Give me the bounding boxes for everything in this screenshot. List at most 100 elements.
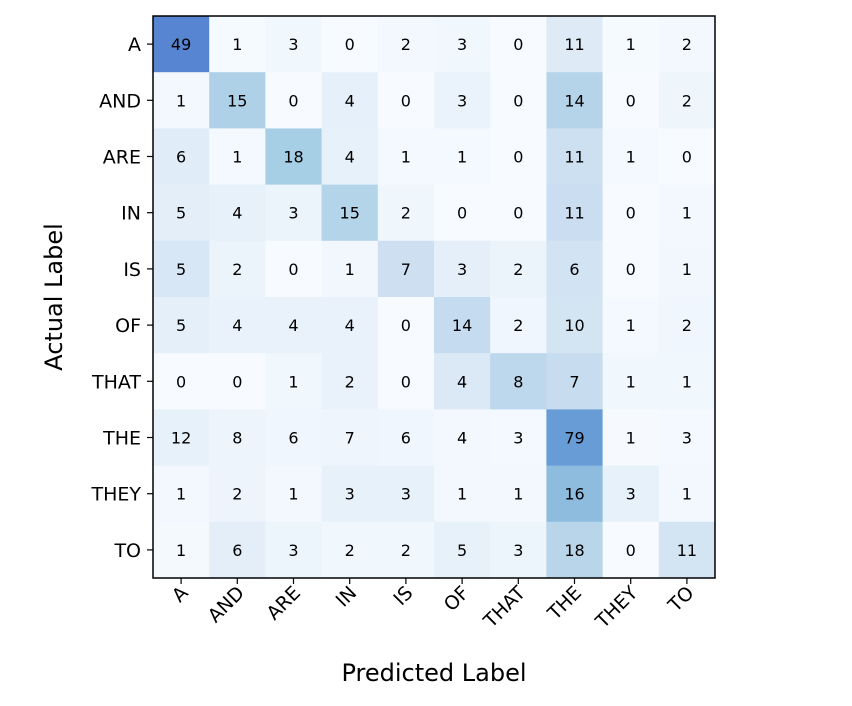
x-tick-label: A: [168, 582, 193, 607]
cell-value-label: 1: [176, 91, 186, 110]
cell-value-label: 2: [232, 260, 242, 279]
cell-value-label: 2: [345, 372, 355, 391]
heatmap-cell: [377, 353, 435, 410]
cell-value-label: 2: [401, 204, 411, 223]
heatmap-cell: [546, 409, 604, 467]
heatmap-cell: [321, 240, 379, 298]
heatmap-cell: [265, 16, 323, 73]
cell-value-label: 7: [401, 260, 411, 279]
heatmap-cell: [490, 72, 547, 129]
heatmap-cell: [658, 521, 716, 579]
heatmap-cell: [658, 297, 716, 354]
cell-value-label: 7: [345, 429, 355, 448]
cell-value-label: 0: [345, 35, 355, 54]
cell-value-label: 3: [288, 204, 298, 223]
cell-value-label: 2: [682, 91, 692, 110]
cell-value-label: 6: [569, 260, 579, 279]
cell-value-label: 11: [564, 148, 584, 167]
y-axis-title: Actual Label: [40, 223, 68, 371]
cell-value-label: 8: [513, 372, 523, 391]
x-tick-label: IN: [332, 582, 362, 612]
cell-value-label: 1: [682, 260, 692, 279]
cell-value-label: 3: [513, 541, 523, 560]
cell-value-label: 6: [288, 429, 298, 448]
cell-value-label: 1: [626, 316, 636, 335]
cell-value-label: 3: [457, 260, 467, 279]
cell-value-label: 1: [176, 485, 186, 504]
cell-value-label: 3: [288, 35, 298, 54]
heatmap-cell: [658, 184, 716, 242]
x-tick-label: AND: [204, 582, 249, 627]
cell-value-label: 0: [401, 372, 411, 391]
heatmap-cell: [153, 240, 210, 298]
heatmap-cell: [546, 465, 604, 523]
cell-value-label: 2: [345, 541, 355, 560]
heatmap-cell: [546, 297, 604, 354]
cell-value-label: 3: [457, 35, 467, 54]
cell-value-label: 3: [288, 541, 298, 560]
heatmap-cell: [602, 72, 660, 129]
heatmap-cell: [490, 465, 547, 523]
heatmap-cell: [153, 353, 210, 410]
cell-value-label: 3: [682, 429, 692, 448]
cell-value-label: 14: [452, 316, 472, 335]
cell-value-label: 14: [564, 91, 584, 110]
heatmap-cell: [265, 240, 323, 298]
cell-value-label: 49: [171, 35, 191, 54]
cell-value-label: 11: [677, 541, 697, 560]
heatmap-cell: [602, 128, 660, 186]
cell-value-label: 0: [513, 35, 523, 54]
heatmap-cell: [321, 521, 379, 579]
cell-value-label: 1: [288, 485, 298, 504]
heatmap-cell: [265, 184, 323, 242]
heatmap-cell: [265, 521, 323, 579]
heatmap-cell: [658, 465, 716, 523]
heatmap-cell: [434, 409, 491, 467]
heatmap-cell: [377, 409, 435, 467]
heatmap-cell: [377, 297, 435, 354]
y-tick-label: THEY: [90, 484, 141, 506]
cell-value-label: 0: [513, 91, 523, 110]
cell-value-label: 1: [626, 148, 636, 167]
heatmap-cell: [209, 72, 266, 129]
cell-value-label: 0: [626, 260, 636, 279]
y-tick-label: OF: [115, 315, 141, 337]
cell-value-label: 3: [401, 485, 411, 504]
heatmap-cell: [658, 409, 716, 467]
cell-value-label: 4: [345, 91, 355, 110]
cell-value-label: 5: [176, 316, 186, 335]
heatmap-cell: [377, 240, 435, 298]
cell-value-label: 4: [288, 316, 298, 335]
cell-value-label: 0: [401, 91, 411, 110]
heatmap-cell: [434, 16, 491, 73]
x-tick-label: THE: [543, 582, 586, 625]
y-tick-label: AND: [99, 90, 141, 112]
heatmap-cell: [490, 409, 547, 467]
heatmap-cell: [434, 521, 491, 579]
cell-value-label: 79: [564, 429, 584, 448]
cell-value-label: 5: [176, 260, 186, 279]
cell-value-label: 0: [176, 372, 186, 391]
cell-value-label: 1: [232, 35, 242, 54]
cell-value-label: 0: [682, 148, 692, 167]
cell-value-label: 2: [513, 260, 523, 279]
cell-value-label: 2: [513, 316, 523, 335]
cell-value-label: 8: [232, 429, 242, 448]
heatmap-cell: [153, 72, 210, 129]
heatmap-cell: [658, 128, 716, 186]
heatmap-cell: [153, 16, 210, 73]
x-axis-ticks: A AND ARE IN IS OF THAT THE THEY TO: [168, 578, 698, 633]
heatmap-cell: [546, 72, 604, 129]
heatmap-cell: [658, 240, 716, 298]
cell-value-label: 12: [171, 429, 191, 448]
x-tick-label: TO: [663, 582, 698, 617]
y-tick-label: ARE: [103, 147, 141, 169]
heatmap-cell: [321, 297, 379, 354]
cell-value-label: 15: [227, 91, 247, 110]
x-tick-label: ARE: [262, 582, 305, 625]
heatmap-cell: [321, 184, 379, 242]
y-tick-label: IN: [121, 203, 141, 225]
heatmap-cell: [546, 521, 604, 579]
y-tick-label: TO: [113, 540, 141, 562]
heatmap-cell: [321, 353, 379, 410]
